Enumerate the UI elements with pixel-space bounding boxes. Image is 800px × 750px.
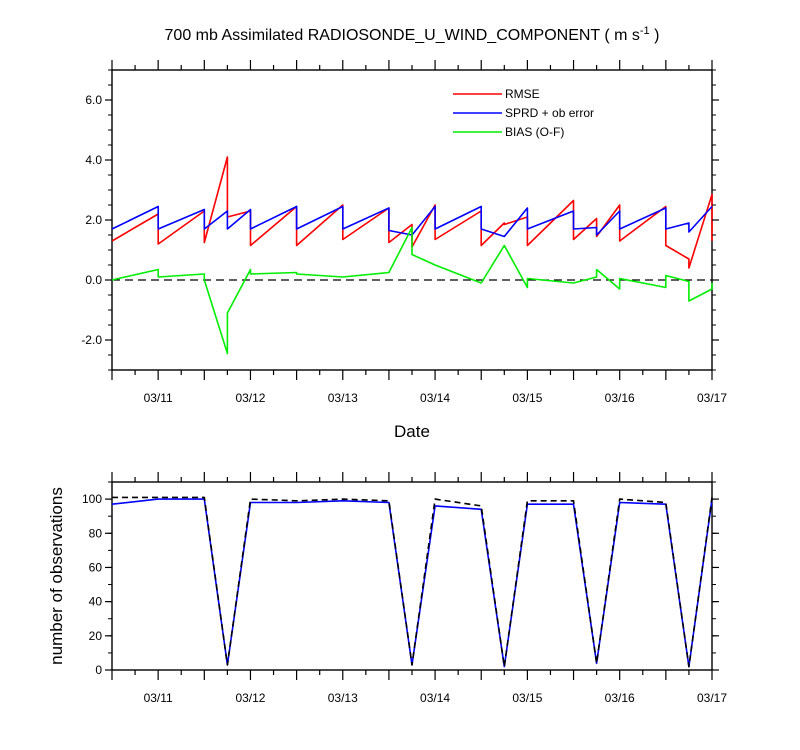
y-axis-title-observations: number of observations [47,487,66,665]
x-tick-label: 03/11 [144,391,173,405]
y-tick-label: 6.0 [85,93,102,107]
x-tick-label: 03/12 [235,391,265,405]
x-tick-label: 03/12 [235,691,265,705]
bottom-panel: 0 20 40 60 80 100 03/11 03/12 03/13 03/14 03/15 03/… [82,472,727,705]
legend-label-sprd: SPRD + ob error [505,106,594,120]
x-tick-label: 03/14 [420,391,450,405]
y-tick-label: 0 [95,663,102,677]
chart-title-exponent: -1 [640,25,650,37]
top-panel: -2.0 0.0 2.0 4.0 6.0 03/11 03/12 03/13 03/14 03/1… [81,60,727,405]
legend-label-bias: BIAS (O-F) [505,125,564,139]
x-tick-label: 03/15 [512,391,542,405]
chart-title-main: 700 mb Assimilated RADIOSONDE_U_WIND_COM… [165,27,640,44]
y-tick-label: 40 [89,595,103,609]
series-line-sprd-ob-error [111,205,713,238]
x-tick-label: 03/13 [328,391,358,405]
legend-label-rmse: RMSE [505,87,540,101]
x-tick-label: 03/15 [512,691,542,705]
x-axis-title: Date [394,422,430,441]
x-tick-label: 03/17 [697,691,727,705]
y-tick-label: 2.0 [85,213,102,227]
x-tick-label: 03/17 [697,391,727,405]
x-tick-label: 03/13 [328,691,358,705]
chart-title: 700 mb Assimilated RADIOSONDE_U_WIND_COM… [165,25,660,44]
x-tick-label: 03/16 [605,691,635,705]
x-tick-label: 03/16 [605,391,635,405]
x-tick-label: 03/11 [144,691,173,705]
y-tick-label: 60 [89,560,103,574]
y-tick-label: 100 [82,492,102,506]
y-tick-label: 4.0 [85,153,102,167]
chart-title-suffix: ) [650,27,660,44]
series-line-bias-o-f [111,226,713,355]
series-line-possible [112,496,713,668]
legend: RMSE SPRD + ob error BIAS (O-F) [453,87,594,139]
series-line-assimilated [111,498,713,668]
bottom-plot-frame [111,481,713,671]
y-tick-label: -2.0 [81,333,102,347]
y-tick-label: 20 [89,629,103,643]
x-tick-label: 03/14 [420,691,450,705]
y-tick-label: 0.0 [85,273,102,287]
top-plot-frame [111,69,713,371]
y-tick-label: 80 [89,526,103,540]
